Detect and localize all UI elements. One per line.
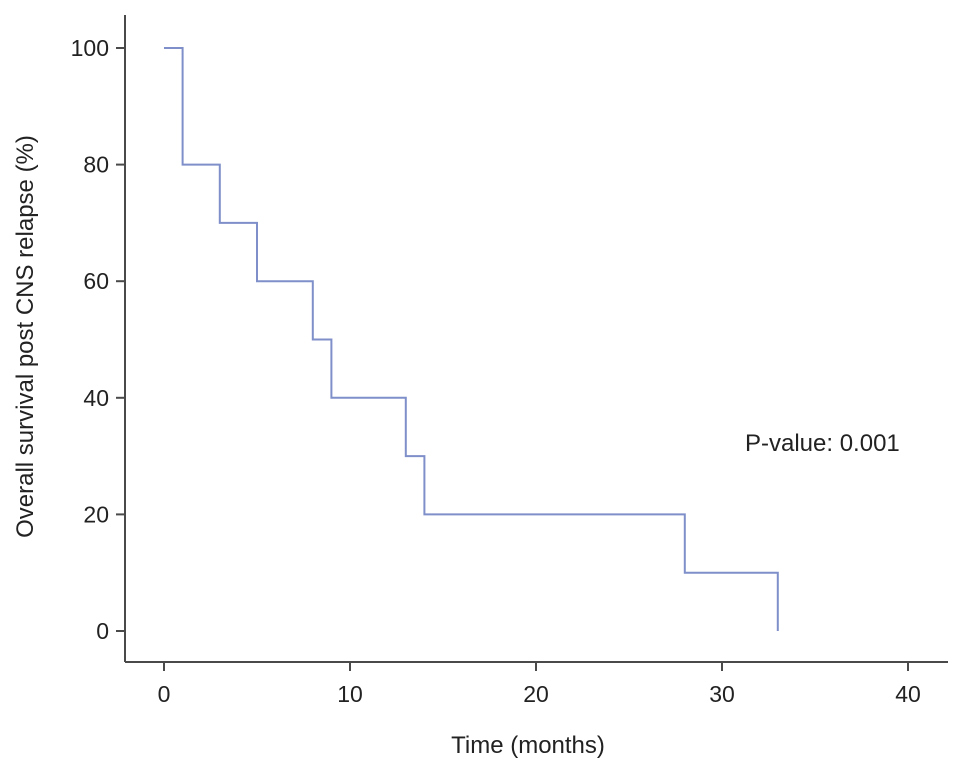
x-tick-label: 30 bbox=[709, 681, 735, 707]
x-tick-label: 0 bbox=[158, 681, 171, 707]
y-ticks: 0 20 40 60 80 100 bbox=[71, 35, 125, 644]
x-axis-title: Time (months) bbox=[451, 732, 605, 759]
y-tick-label: 20 bbox=[83, 501, 109, 527]
x-ticks: 0 10 20 30 40 bbox=[158, 662, 921, 707]
series-layer bbox=[164, 47, 779, 631]
x-tick-label: 40 bbox=[895, 681, 921, 707]
p-value-annotation: P-value: 0.001 bbox=[745, 430, 900, 457]
axes bbox=[124, 15, 948, 663]
y-tick-label: 100 bbox=[71, 35, 109, 61]
y-tick-label: 60 bbox=[83, 268, 109, 294]
y-tick-label: 40 bbox=[83, 385, 109, 411]
x-tick-label: 10 bbox=[337, 681, 363, 707]
y-tick-label: 0 bbox=[96, 618, 109, 644]
survival-step-line bbox=[164, 47, 779, 631]
y-tick-label: 80 bbox=[83, 152, 109, 178]
x-tick-label: 20 bbox=[523, 681, 549, 707]
y-axis-title: Overall survival post CNS relapse (%) bbox=[12, 135, 39, 538]
